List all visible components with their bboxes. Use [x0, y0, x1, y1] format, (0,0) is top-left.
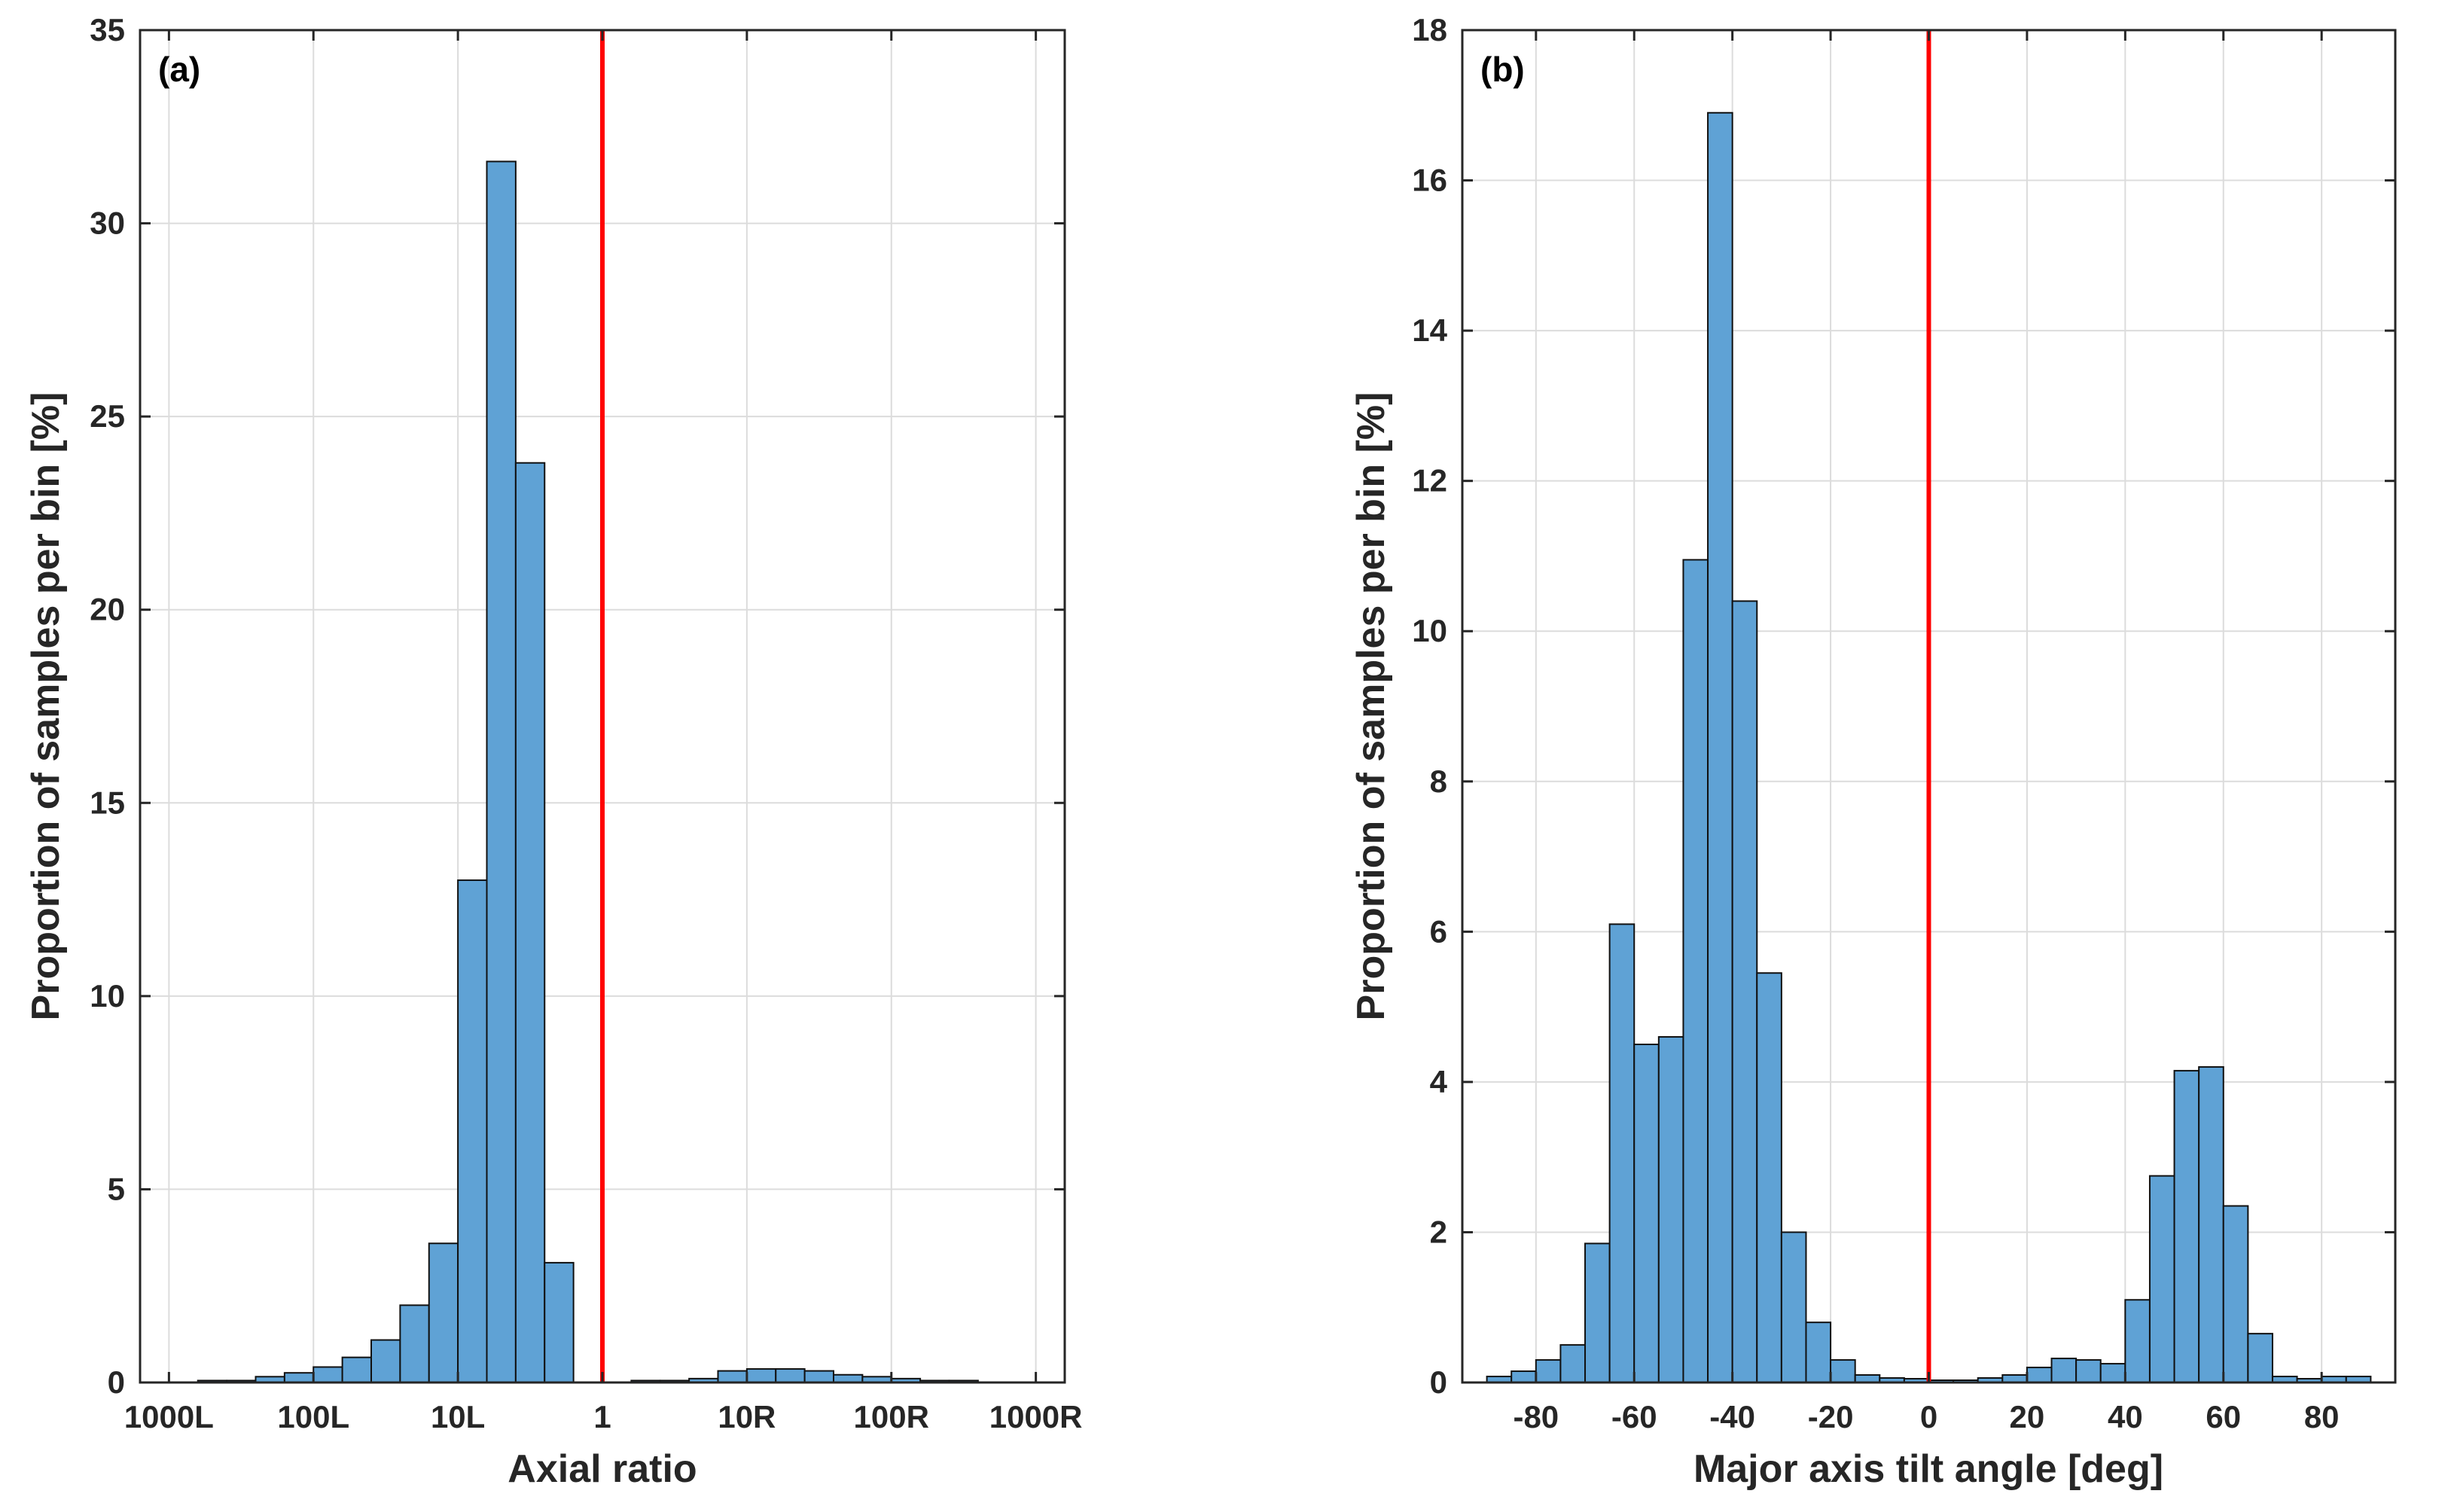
y-tick-label: 35 — [90, 12, 125, 47]
histogram-bar — [341, 1356, 372, 1384]
histogram-bar — [2222, 1205, 2249, 1383]
y-tick-label: 6 — [1430, 913, 1447, 949]
histogram-bar — [1559, 1344, 1587, 1383]
y-tick-label: 20 — [90, 592, 125, 627]
y-tick-label: 10 — [1412, 613, 1447, 648]
histogram-bar — [2198, 1065, 2224, 1384]
y-tick-label: 25 — [90, 398, 125, 434]
x-tick-label: 100R — [854, 1399, 929, 1434]
histogram-bar — [1731, 600, 1758, 1383]
panel-label-b: (b) — [1480, 50, 1525, 89]
y-tick-label: 14 — [1412, 312, 1447, 348]
histogram-bar — [775, 1368, 806, 1384]
x-tick-label: 1 — [593, 1399, 611, 1434]
x-ticks-b: -80 -60 -40 -20 0 20 40 60 80 — [1513, 30, 2340, 1434]
histogram-bar — [1608, 923, 1636, 1384]
x-tick-label: 10L — [431, 1399, 485, 1434]
histogram-bar — [2148, 1175, 2175, 1383]
histogram-bar — [1756, 972, 1782, 1383]
histogram-bar — [2124, 1299, 2151, 1383]
x-tick-label: -40 — [1709, 1399, 1755, 1434]
x-tick-label: 10R — [718, 1399, 776, 1434]
histogram-bar — [717, 1370, 748, 1383]
x-tick-label: -60 — [1611, 1399, 1657, 1434]
panel-label-a: (a) — [158, 50, 200, 89]
histogram-bar — [399, 1304, 430, 1384]
y-tick-label: 0 — [1430, 1364, 1447, 1400]
y-axis-label-b: Proportion of samples per bin [%] — [1349, 392, 1393, 1021]
histogram-bar — [283, 1372, 315, 1383]
y-tick-label: 10 — [90, 978, 125, 1014]
x-tick-label: 80 — [2304, 1399, 2340, 1434]
histogram-bar — [1633, 1044, 1660, 1383]
histogram-bar — [2173, 1069, 2200, 1384]
y-tick-label: 2 — [1430, 1214, 1447, 1249]
y-tick-label: 12 — [1412, 463, 1447, 498]
histogram-bar — [2247, 1333, 2273, 1383]
histogram-bar — [1511, 1370, 1537, 1383]
histogram-bar — [2026, 1367, 2053, 1383]
histogram-bar — [370, 1339, 401, 1384]
histogram-bar — [312, 1366, 343, 1383]
x-tick-label: 1000L — [124, 1399, 214, 1434]
y-tick-label: 8 — [1430, 764, 1447, 799]
histogram-bar — [2099, 1363, 2126, 1383]
y-tick-label: 15 — [90, 785, 125, 820]
y-tick-label: 16 — [1412, 163, 1447, 198]
bars-a — [197, 160, 979, 1384]
histogram-bar — [1584, 1242, 1611, 1384]
histogram-bar — [2050, 1358, 2078, 1384]
y-tick-label: 30 — [90, 206, 125, 241]
x-tick-label: 100L — [277, 1399, 349, 1434]
histogram-bar — [428, 1242, 459, 1383]
bars-b — [1486, 111, 2372, 1384]
histogram-bar — [1707, 111, 1733, 1383]
histogram-bar — [514, 462, 546, 1383]
y-tick-label: 0 — [108, 1364, 125, 1400]
histogram-bar — [1830, 1359, 1856, 1383]
x-axis-label-b: Major axis tilt angle [deg] — [1693, 1447, 2163, 1491]
x-tick-label: 20 — [2010, 1399, 2045, 1434]
histogram-bar — [544, 1261, 575, 1383]
histogram-bar — [1682, 559, 1709, 1383]
histogram-bar — [1805, 1321, 1832, 1383]
histogram-bar — [745, 1368, 777, 1384]
y-ticks-b: 0 2 4 6 8 10 12 14 16 18 — [1412, 12, 2395, 1400]
x-tick-label: 0 — [1920, 1399, 1937, 1434]
x-tick-label: 60 — [2206, 1399, 2241, 1434]
y-axis-label-a: Proportion of samples per bin [%] — [24, 392, 68, 1021]
histogram-bar — [457, 879, 488, 1383]
y-tick-label: 5 — [108, 1171, 125, 1206]
histogram-bar — [486, 160, 517, 1383]
y-tick-label: 4 — [1430, 1064, 1448, 1099]
histogram-bar — [1780, 1231, 1807, 1384]
y-tick-label: 18 — [1412, 12, 1447, 47]
x-tick-label: 40 — [2108, 1399, 2143, 1434]
x-axis-label-a: Axial ratio — [508, 1447, 697, 1491]
histogram-bar — [833, 1373, 864, 1384]
histogram-bar — [1535, 1359, 1562, 1383]
histogram-bar — [803, 1370, 834, 1383]
x-tick-label: 1000R — [989, 1399, 1083, 1434]
x-ticks-a: 1000L 100L 10L 1 10R 100R 1000R — [124, 30, 1083, 1434]
histogram-bar — [1657, 1036, 1684, 1383]
y-ticks-a: 0 5 10 15 20 25 30 35 — [90, 12, 1065, 1400]
x-tick-label: -80 — [1513, 1399, 1559, 1434]
chart-panel-b: 0 2 4 6 8 10 12 14 16 18 -80 -60 -40 -20 0 20 40 60 80 (b… — [1349, 12, 2397, 1491]
histogram-bar — [2075, 1359, 2102, 1383]
x-tick-label: -20 — [1808, 1399, 1854, 1434]
chart-panel-a: 0 5 10 15 20 25 30 35 1000L 100L 10L 1 10R 100R 1000R… — [24, 12, 1083, 1491]
